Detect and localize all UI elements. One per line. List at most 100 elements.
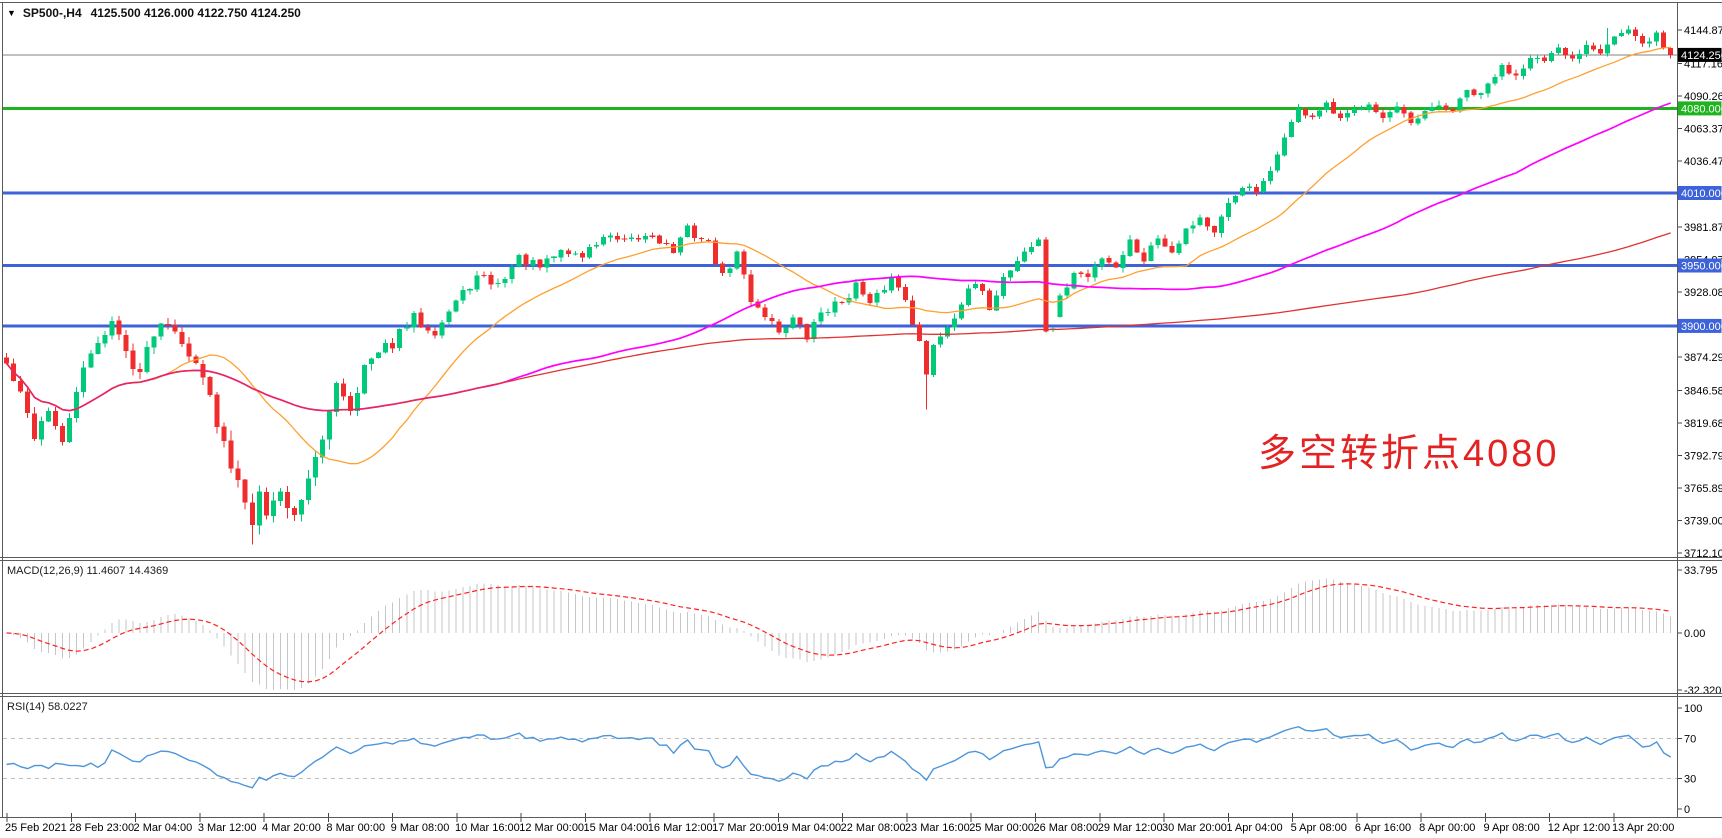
candle: [334, 381, 340, 417]
candle: [1008, 270, 1014, 281]
candle: [158, 322, 164, 340]
svg-text:9 Apr 08:00: 9 Apr 08:00: [1483, 822, 1539, 834]
candle: [369, 357, 375, 371]
candle: [403, 321, 410, 331]
candle: [270, 491, 276, 523]
annotation-text[interactable]: 多空转折点4080: [1258, 433, 1560, 475]
rsi-pane[interactable]: [3, 697, 1677, 817]
candle: [1120, 250, 1126, 273]
candle: [1548, 50, 1554, 63]
candle: [1520, 64, 1526, 80]
candle: [109, 316, 115, 340]
candle: [797, 317, 803, 329]
price-badge-4010.000: 4010.000: [1677, 185, 1722, 200]
time-axis-labels: 25 Feb 2021 28 Feb 23:00 2 Mar 04:00 3 Mar …: [5, 813, 1674, 834]
candle: [1352, 104, 1358, 116]
svg-text:33.795: 33.795: [1684, 565, 1718, 577]
candle: [1246, 183, 1252, 192]
candle: [446, 309, 452, 326]
candle: [1590, 42, 1596, 52]
svg-text:3792.790: 3792.790: [1684, 450, 1722, 462]
svg-text:4036.475: 4036.475: [1684, 156, 1722, 168]
candle: [1296, 103, 1302, 124]
svg-text:30: 30: [1684, 774, 1696, 786]
svg-text:0: 0: [1684, 804, 1690, 816]
symbol-period-label: SP500-,H4: [22, 6, 82, 20]
candle: [516, 253, 522, 268]
candle: [1232, 194, 1238, 205]
candle: [1127, 235, 1133, 258]
candle: [1436, 100, 1442, 111]
candle: [1134, 238, 1140, 253]
candle: [663, 239, 670, 246]
symbol-dropdown-icon[interactable]: ▼: [7, 8, 16, 18]
svg-text:29 Mar 12:00: 29 Mar 12:00: [1098, 822, 1163, 834]
price-axis[interactable]: [1677, 0, 1722, 817]
candle: [60, 422, 66, 446]
svg-text:16 Mar 12:00: 16 Mar 12:00: [648, 822, 713, 834]
svg-text:13 Apr 20:00: 13 Apr 20:00: [1612, 822, 1674, 834]
svg-text:100: 100: [1684, 703, 1702, 715]
candle: [628, 233, 634, 242]
candle: [249, 493, 255, 545]
candle: [727, 266, 733, 277]
candle: [1204, 217, 1210, 231]
candle: [881, 285, 887, 294]
svg-text:3739.000: 3739.000: [1684, 515, 1722, 527]
candle: [144, 341, 150, 374]
candle: [46, 407, 52, 423]
candle: [572, 251, 578, 256]
candle: [1036, 237, 1042, 247]
time-axis[interactable]: [0, 817, 1722, 838]
candle: [1113, 261, 1119, 268]
candle: [256, 485, 262, 535]
candle: [348, 392, 354, 416]
candle: [425, 323, 431, 334]
candle: [1373, 102, 1379, 114]
candle: [1485, 82, 1491, 98]
candle: [95, 336, 101, 355]
candle: [242, 479, 248, 510]
candle: [1309, 112, 1316, 120]
candle: [1303, 107, 1309, 119]
candle: [509, 264, 515, 284]
candle: [692, 222, 698, 242]
candle: [67, 412, 73, 444]
price-badge-4124.250: 4124.250: [1677, 47, 1722, 62]
candle: [973, 281, 979, 290]
candle: [418, 308, 424, 329]
candle: [558, 248, 564, 263]
svg-text:4063.370: 4063.370: [1684, 123, 1722, 135]
svg-text:6 Apr 16:00: 6 Apr 16:00: [1355, 822, 1411, 834]
candle: [923, 340, 929, 410]
svg-text:4090.265: 4090.265: [1684, 91, 1722, 103]
candle: [1619, 29, 1625, 37]
candle: [1260, 177, 1266, 193]
candle: [1583, 40, 1589, 58]
candle: [1555, 44, 1561, 56]
macd-pane[interactable]: [3, 561, 1677, 693]
candle: [39, 416, 45, 446]
candle: [776, 319, 782, 335]
candle: [1380, 107, 1386, 123]
candle: [565, 248, 571, 257]
candle: [818, 307, 824, 325]
candle: [762, 304, 768, 321]
candle: [635, 234, 641, 243]
candle: [88, 349, 94, 369]
candle: [1155, 235, 1161, 249]
pane-borders: [0, 2, 1722, 818]
price-badge-3950.000: 3950.000: [1677, 258, 1722, 273]
candle: [523, 252, 529, 270]
fast-ma-line: [5, 46, 1671, 465]
candle: [909, 295, 915, 326]
candle: [1633, 27, 1639, 41]
candle: [1661, 30, 1667, 50]
svg-text:4010.000: 4010.000: [1681, 188, 1722, 200]
svg-text:3765.895: 3765.895: [1684, 483, 1722, 495]
svg-text:70: 70: [1684, 733, 1696, 745]
main-chart-pane[interactable]: [3, 3, 1677, 557]
candle: [312, 450, 318, 487]
candle: [291, 505, 297, 522]
